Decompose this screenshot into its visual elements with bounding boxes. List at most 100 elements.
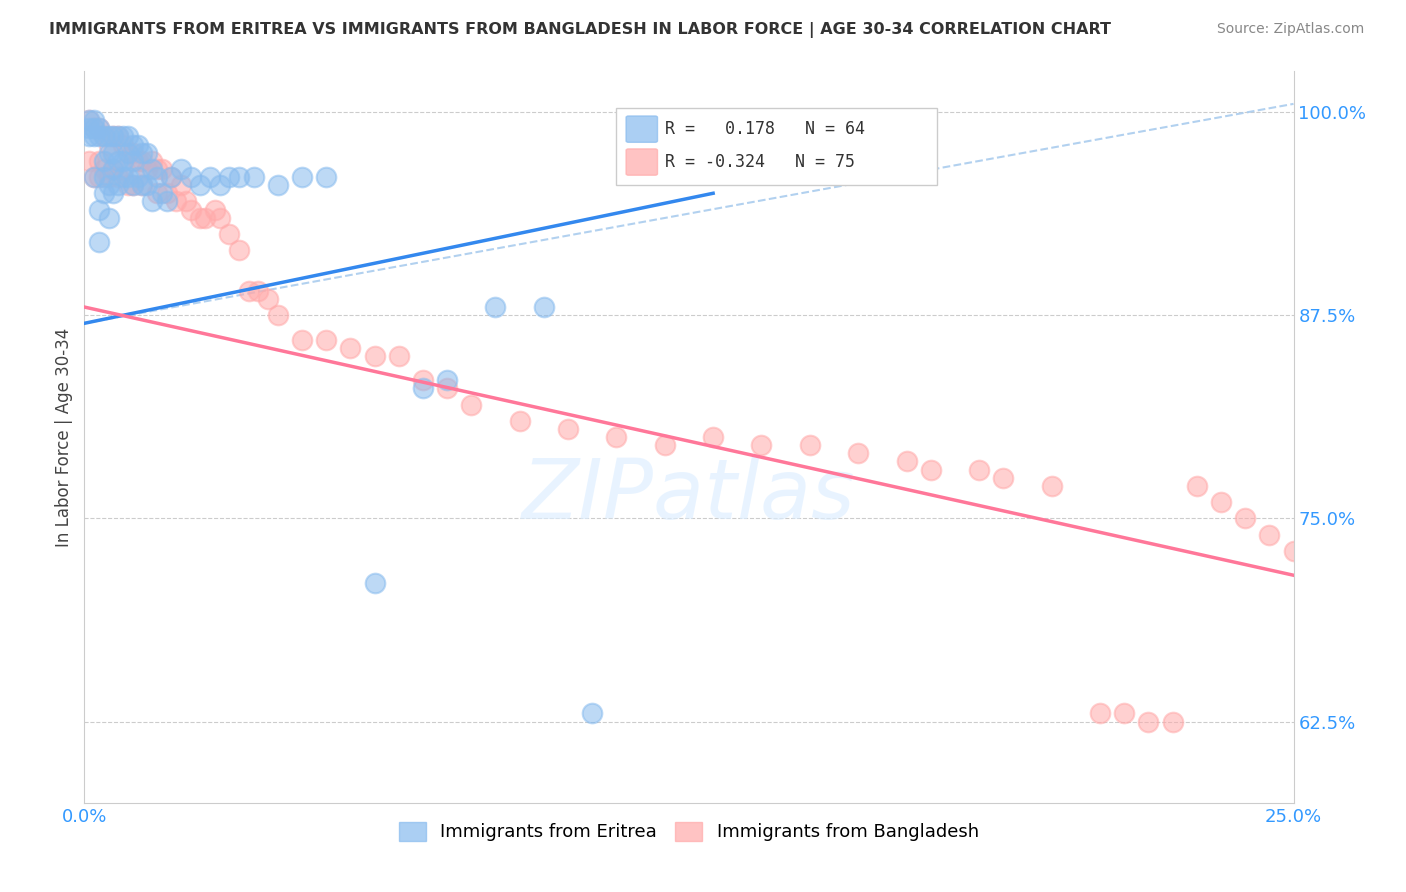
Point [204, 202, 226, 217]
Point [93, 186, 115, 201]
Point [141, 194, 163, 209]
Point [107, 129, 129, 144]
Point [112, 169, 135, 184]
Point [155, 194, 177, 209]
Point [112, 137, 135, 152]
Point [87, 235, 110, 249]
Point [1282, 544, 1305, 558]
Point [484, 300, 506, 314]
Point [291, 169, 314, 184]
Point [87, 121, 110, 136]
Point [117, 178, 139, 193]
Point [1161, 714, 1184, 729]
Point [228, 169, 250, 184]
Y-axis label: In Labor Force | Age 30-34: In Labor Force | Age 30-34 [55, 327, 73, 547]
Point [605, 430, 627, 444]
Legend: Immigrants from Eritrea, Immigrants from Bangladesh: Immigrants from Eritrea, Immigrants from… [392, 814, 986, 848]
Point [97, 137, 120, 152]
Point [97, 145, 120, 160]
Point [112, 153, 135, 168]
Point [1088, 706, 1111, 721]
Point [136, 145, 159, 160]
Point [509, 414, 531, 428]
Point [103, 145, 125, 160]
Point [97, 169, 120, 184]
Point [533, 300, 555, 314]
Point [103, 129, 125, 144]
Point [436, 373, 458, 387]
Point [87, 169, 110, 184]
Point [238, 284, 260, 298]
Text: R = -0.324   N = 75: R = -0.324 N = 75 [665, 153, 855, 171]
Point [190, 211, 212, 225]
Point [557, 422, 579, 436]
Point [103, 161, 125, 176]
Point [208, 211, 231, 225]
Point [247, 284, 270, 298]
Point [1114, 706, 1136, 721]
Point [150, 186, 173, 201]
Point [107, 129, 129, 144]
Point [127, 169, 149, 184]
Point [131, 178, 153, 193]
Point [131, 145, 153, 160]
Point [228, 243, 250, 257]
Point [174, 194, 197, 209]
Point [93, 161, 115, 176]
Point [77, 129, 100, 144]
Point [967, 462, 990, 476]
Point [131, 153, 153, 168]
Point [993, 471, 1015, 485]
Point [180, 202, 202, 217]
Point [460, 398, 482, 412]
Point [581, 706, 603, 721]
Point [93, 169, 115, 184]
Point [93, 153, 115, 168]
Point [155, 186, 177, 201]
Point [218, 169, 240, 184]
Point [112, 161, 135, 176]
Point [97, 129, 120, 144]
Point [896, 454, 918, 468]
Point [218, 227, 240, 241]
Point [170, 178, 193, 193]
Point [170, 161, 193, 176]
Point [436, 381, 458, 395]
Point [93, 129, 115, 144]
Point [1185, 479, 1208, 493]
Point [77, 121, 100, 136]
Point [160, 169, 183, 184]
Point [267, 178, 290, 193]
Point [77, 153, 100, 168]
Point [190, 178, 212, 193]
Point [83, 169, 105, 184]
Point [127, 137, 149, 152]
Point [1137, 714, 1160, 729]
Point [121, 137, 143, 152]
Point [83, 169, 105, 184]
Point [165, 194, 187, 209]
Point [315, 333, 337, 347]
Point [136, 161, 159, 176]
Point [363, 349, 385, 363]
Point [87, 129, 110, 144]
Point [146, 169, 169, 184]
Point [702, 430, 724, 444]
Point [117, 169, 139, 184]
Text: R =   0.178   N = 64: R = 0.178 N = 64 [665, 120, 865, 138]
Point [242, 169, 264, 184]
Point [160, 169, 183, 184]
Point [112, 129, 135, 144]
Point [412, 381, 434, 395]
Point [799, 438, 821, 452]
Point [97, 178, 120, 193]
Point [146, 186, 169, 201]
Point [103, 161, 125, 176]
Point [83, 121, 105, 136]
Point [339, 341, 361, 355]
Point [1234, 511, 1257, 525]
Point [846, 446, 869, 460]
Point [198, 169, 221, 184]
Text: IMMIGRANTS FROM ERITREA VS IMMIGRANTS FROM BANGLADESH IN LABOR FORCE | AGE 30-34: IMMIGRANTS FROM ERITREA VS IMMIGRANTS FR… [49, 22, 1111, 38]
Point [87, 121, 110, 136]
